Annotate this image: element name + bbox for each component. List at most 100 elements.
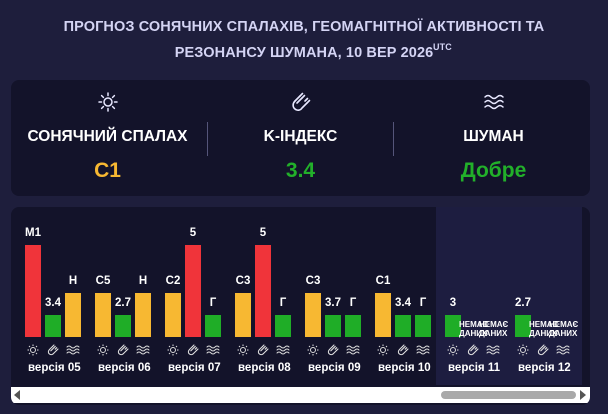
kp-index-bar: [325, 315, 341, 337]
schumann-bar: [205, 315, 221, 337]
day-icons: [233, 344, 293, 358]
kp-index-value: НЕМАЄ ДАНИХ: [529, 320, 559, 338]
kp-index-bar: [45, 315, 61, 337]
magnet-icon: [113, 344, 133, 358]
title-line-2: РЕЗОНАНСУ ШУМАНА, 10 ВЕР 2026: [174, 45, 434, 61]
kp-index-bar: [185, 245, 201, 337]
summary-label: ШУМАН: [463, 128, 524, 145]
schumann-value: Н: [68, 275, 78, 287]
waves-icon: [413, 344, 433, 358]
day-icons: [443, 344, 503, 358]
summary-value: Добре: [460, 159, 527, 182]
schumann-value: Г: [279, 297, 287, 309]
title-line-1: ПРОГНОЗ СОНЯЧНИХ СПАЛАХІВ, ГЕОМАГНІТНОЇ …: [63, 19, 545, 35]
flare-bar: [515, 315, 531, 337]
summary-value: 3.4: [285, 159, 316, 182]
kp-index-value: 5: [259, 227, 267, 239]
flare-value: C3: [305, 275, 321, 287]
waves-icon: [11, 344, 13, 358]
sun-icon: [513, 344, 533, 358]
day-icons: [513, 344, 573, 358]
flare-bar: [445, 315, 461, 337]
kp-index-bar: [395, 315, 411, 337]
sun-icon: [93, 344, 113, 358]
waves-icon: [273, 344, 293, 358]
kp-index-value: НЕМАЄ ДАНИХ: [459, 320, 489, 338]
summary-panel: СОНЯЧНИЙ СПАЛАХ C1 K-ІНДЕКС 3.4 ШУМАН До…: [11, 80, 590, 196]
flare-bar: [165, 293, 181, 337]
waves-icon: [483, 344, 503, 358]
summary-k-index: K-ІНДЕКС 3.4: [204, 80, 397, 196]
summary-value: C1: [94, 159, 121, 182]
forecast-days-scroller[interactable]: 2.7 НЕМАЄ ДАНИХ НЕМАЄ ДАНИХ версія 12 3 НЕМАЄ…: [11, 207, 590, 405]
kp-index-value: 3.7: [325, 297, 341, 309]
kp-index-bar: [255, 245, 271, 337]
waves-icon: [397, 92, 590, 112]
waves-icon: [553, 344, 573, 358]
day-icons: [93, 344, 153, 358]
day-label: версія 08: [238, 362, 291, 374]
waves-icon: [343, 344, 363, 358]
summary-label: СОНЯЧНИЙ СПАЛАХ: [27, 128, 188, 145]
day-label: версія 07: [168, 362, 221, 374]
waves-icon: [203, 344, 223, 358]
magnet-icon: [43, 344, 63, 358]
scroll-left-arrow-icon[interactable]: [14, 390, 20, 400]
flare-value: C1: [375, 275, 391, 287]
divider: [393, 122, 394, 156]
forecast-day[interactable]: 2.7 НЕМАЄ ДАНИХ НЕМАЄ ДАНИХ версія 12: [512, 207, 582, 385]
flare-bar: [25, 245, 41, 337]
kp-index-bar: [115, 315, 131, 337]
magnet-icon: [253, 344, 273, 358]
magnet-icon: [393, 344, 413, 358]
summary-label: K-ІНДЕКС: [263, 128, 338, 145]
flare-value: M1: [25, 227, 41, 239]
kp-index-value: 2.7: [115, 297, 131, 309]
schumann-bar: [275, 315, 291, 337]
schumann-value: НЕМАЄ ДАНИХ: [549, 320, 579, 338]
summary-schumann: ШУМАН Добре: [397, 80, 590, 196]
day-label: версія 06: [98, 362, 151, 374]
flare-bar: [375, 293, 391, 337]
flare-bar: [235, 293, 251, 337]
schumann-value: Н: [138, 275, 148, 287]
flare-value: C3: [235, 275, 251, 287]
day-icons: [373, 344, 433, 358]
day-label: версія 11: [448, 362, 500, 374]
sun-icon: [373, 344, 393, 358]
day-label: версія 10: [378, 362, 431, 374]
flare-bar: [95, 293, 111, 337]
day-icons: [11, 344, 13, 358]
magnet-icon: [183, 344, 203, 358]
flare-bar: [305, 293, 321, 337]
forecast-day[interactable]: 3 НЕМАЄ ДАНИХ НЕМАЄ ДАНИХ версія 11: [436, 207, 512, 385]
flare-value: 2.7: [515, 297, 531, 309]
horizontal-scrollbar[interactable]: [11, 387, 590, 403]
magnet-icon: [204, 92, 397, 112]
forecast-day[interactable]: версія 04: [11, 207, 22, 385]
sun-icon: [163, 344, 183, 358]
schumann-bar: [415, 315, 431, 337]
schumann-value: Г: [349, 297, 357, 309]
schumann-value: Г: [209, 297, 217, 309]
day-label: версія 12: [518, 362, 571, 374]
kp-index-value: 3.4: [395, 297, 411, 309]
magnet-icon: [463, 344, 483, 358]
sun-icon: [443, 344, 463, 358]
scroll-thumb[interactable]: [441, 391, 576, 399]
sun-icon: [23, 344, 43, 358]
flare-value: C5: [95, 275, 111, 287]
schumann-value: Г: [419, 297, 427, 309]
scroll-right-arrow-icon[interactable]: [580, 390, 586, 400]
sun-icon: [11, 92, 204, 112]
sun-icon: [233, 344, 253, 358]
waves-icon: [63, 344, 83, 358]
summary-solar-flare: СОНЯЧНИЙ СПАЛАХ C1: [11, 80, 204, 196]
timezone-label: UTC: [433, 42, 452, 52]
